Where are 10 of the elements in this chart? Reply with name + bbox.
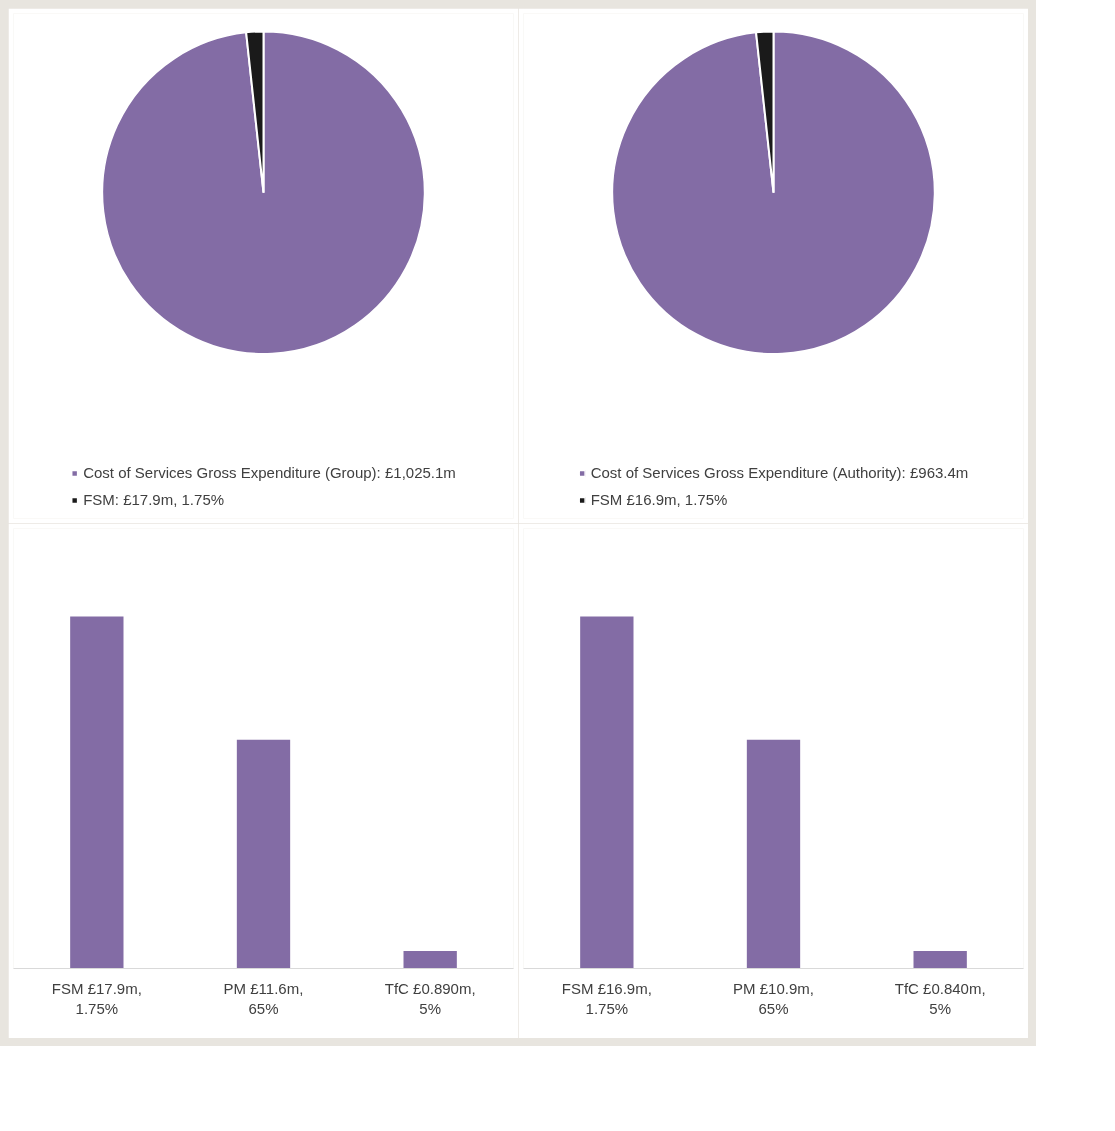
x-tick-label: FSM £16.9m, 1.75%	[561, 979, 652, 1017]
x-tick-label: PM £11.6m, 65%	[223, 979, 304, 1017]
legend-label: FSM: £17.9m, 1.75%	[83, 491, 225, 508]
x-tick-label: PM £10.9m, 65%	[733, 979, 814, 1017]
x-tick-label: FSM £17.9m, 1.75%	[51, 979, 142, 1017]
legend-label: Cost of Services Gross Expenditure (Authority): £963.4m	[590, 464, 969, 481]
legend-label: Cost of Services Gross Expenditure (Group): £1,025.1m	[83, 464, 456, 481]
x-tick-label: TfC £0.840m, 5%	[894, 979, 986, 1017]
x-tick-label: TfC £0.890m, 5%	[384, 979, 476, 1017]
legend-label: FSM £16.9m, 1.75%	[590, 491, 728, 508]
